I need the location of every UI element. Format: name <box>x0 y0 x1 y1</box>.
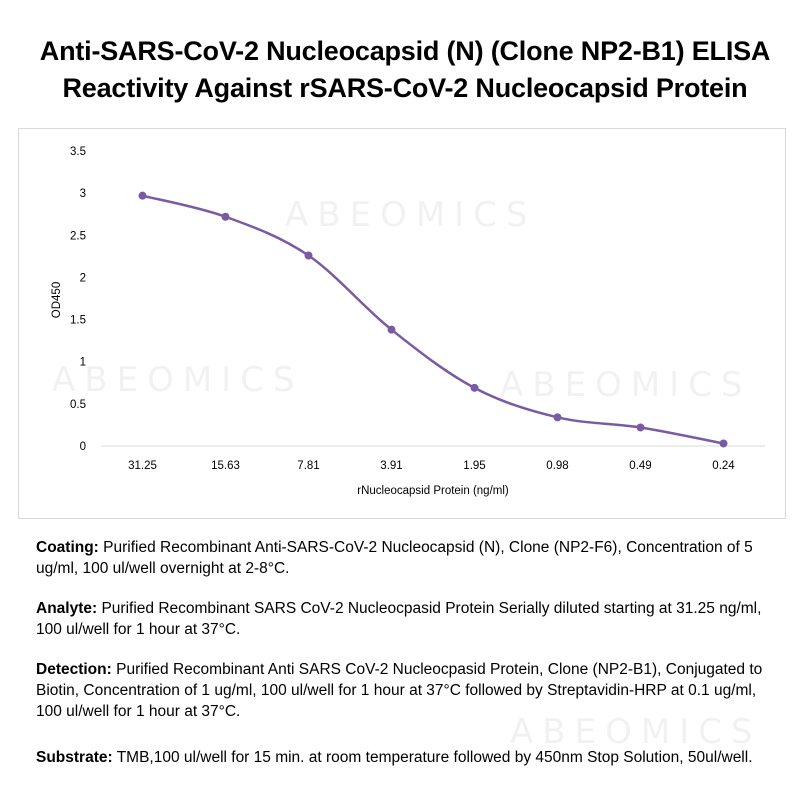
note-detection: Detection: Purified Recombinant Anti SAR… <box>36 659 786 722</box>
x-axis-ticks: 31.25 15.63 7.81 3.91 1.95 0.98 0.49 0.24 <box>128 460 735 472</box>
watermark: ABEOMICS <box>285 195 537 235</box>
data-point <box>138 191 147 200</box>
note-label: Detection: <box>36 661 112 678</box>
note-coating: Coating: Purified Recombinant Anti-SARS-… <box>36 537 786 579</box>
chart-frame <box>18 128 786 519</box>
note-text: Purified Recombinant Anti-SARS-CoV-2 Nuc… <box>36 539 753 577</box>
y-tick-label: 3 <box>80 188 86 200</box>
x-tick-label: 0.49 <box>629 460 651 472</box>
note-analyte: Analyte: Purified Recombinant SARS CoV-2… <box>36 598 786 640</box>
chart-title: Anti-SARS-CoV-2 Nucleocapsid (N) (Clone … <box>39 36 771 66</box>
data-point <box>304 251 313 260</box>
x-tick-label: 0.24 <box>712 460 735 472</box>
x-tick-label: 0.98 <box>546 460 568 472</box>
y-tick-label: 2 <box>80 272 86 284</box>
y-tick-label: 1 <box>80 357 86 369</box>
x-tick-label: 3.91 <box>380 460 402 472</box>
note-label: Coating: <box>36 539 99 556</box>
x-tick-label: 1.95 <box>463 460 485 472</box>
x-tick-label: 31.25 <box>128 460 157 472</box>
note-text: Purified Recombinant SARS CoV-2 Nucleocp… <box>36 600 762 638</box>
watermark: ABEOMICS <box>510 712 762 752</box>
series-line-od450 <box>142 194 724 445</box>
data-point <box>387 325 396 334</box>
watermark: ABEOMICS <box>500 365 752 405</box>
note-text: Purified Recombinant Anti SARS CoV-2 Nuc… <box>36 661 763 720</box>
note-label: Analyte: <box>36 600 98 617</box>
y-tick-label: 0 <box>80 441 86 453</box>
x-tick-label: 7.81 <box>297 460 319 472</box>
y-tick-label: 0.5 <box>70 399 86 411</box>
data-point <box>719 439 728 448</box>
watermark: ABEOMICS <box>52 360 304 400</box>
y-axis-ticks: 0 0.5 1 1.5 2 2.5 3 3.5 <box>70 146 86 453</box>
data-points <box>138 191 728 448</box>
note-label: Substrate: <box>36 749 113 766</box>
note-substrate: Substrate: TMB,100 ul/well for 15 min. a… <box>36 747 786 768</box>
y-tick-label: 2.5 <box>70 230 86 242</box>
chart-subtitle: Reactivity Against rSARS-CoV-2 Nucleocap… <box>62 73 748 103</box>
x-tick-label: 15.63 <box>211 460 240 472</box>
y-axis-label: OD450 <box>51 282 63 318</box>
data-point <box>221 212 230 221</box>
note-text: TMB,100 ul/well for 15 min. at room temp… <box>116 749 753 766</box>
data-point <box>470 383 479 392</box>
x-axis-label: rNucleocapsid Protein (ng/ml) <box>357 485 509 497</box>
data-point <box>553 413 562 422</box>
data-point <box>636 423 645 432</box>
y-tick-label: 3.5 <box>70 146 86 158</box>
y-tick-label: 1.5 <box>70 315 86 327</box>
